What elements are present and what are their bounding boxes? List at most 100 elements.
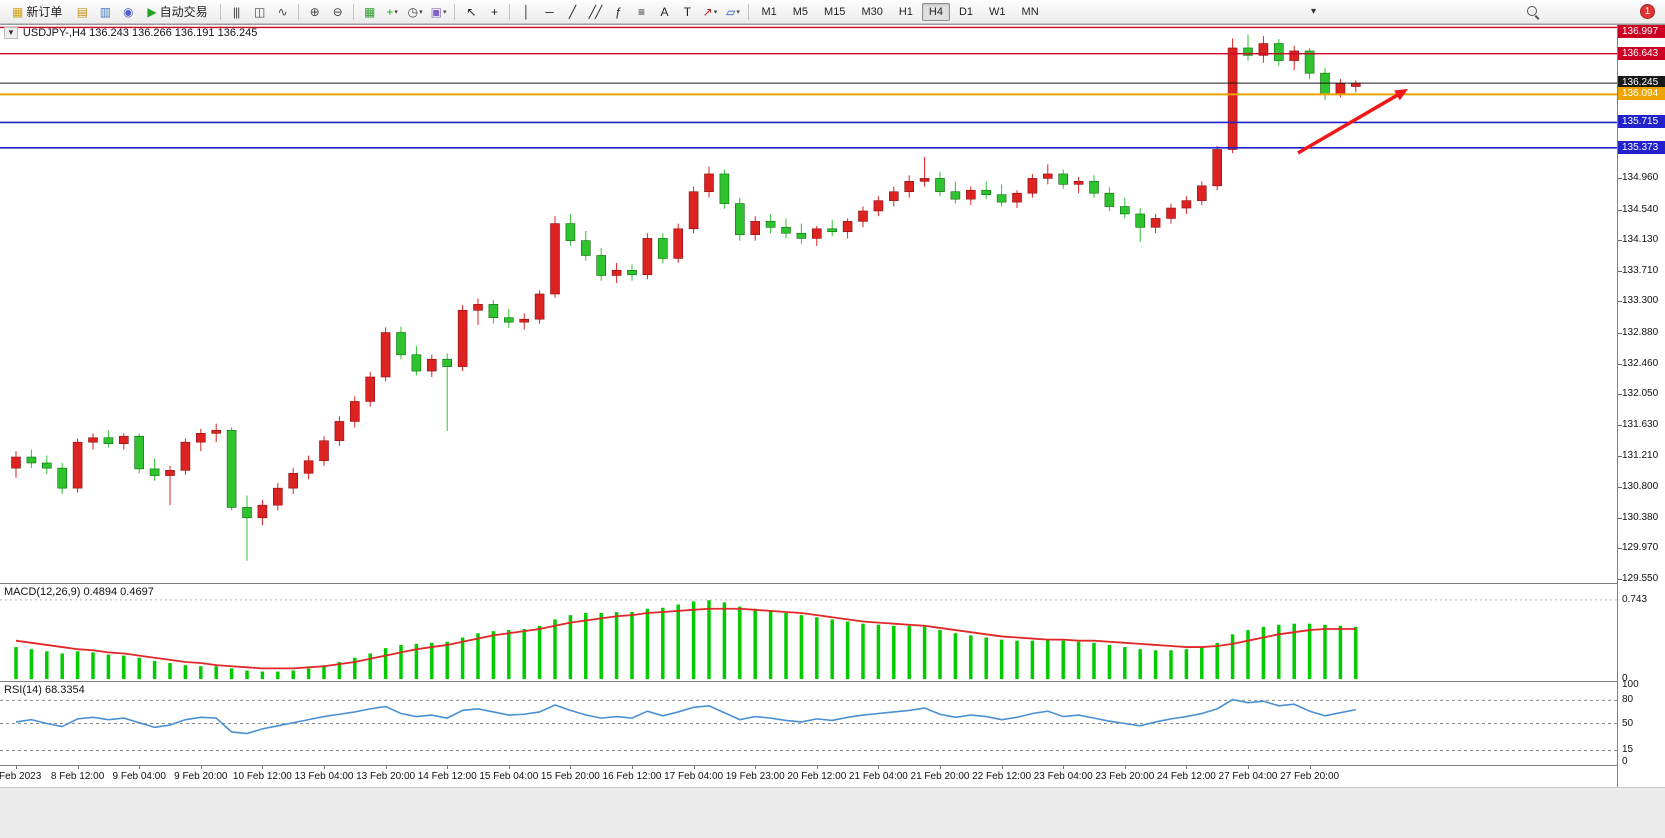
timeframe-h4[interactable]: H4 [921, 2, 950, 21]
toolbar-separator [454, 3, 456, 20]
price-tick: 134.960 [1622, 172, 1659, 184]
new-order-button[interactable]: ▦ 新订单 [5, 2, 69, 22]
tile-windows-icon[interactable]: ▦ [359, 2, 380, 22]
zoom-out-icon[interactable]: ⊖ [327, 2, 348, 22]
trendline-icon[interactable]: ╱ [561, 2, 582, 22]
templates-icon[interactable]: ▣ ▾ [428, 2, 450, 22]
timeframe-m1[interactable]: M1 [754, 3, 783, 21]
trend-arrow[interactable] [1297, 91, 1402, 155]
rsi-level-0: 0 [1622, 756, 1628, 767]
time-label: 10 Feb 12:00 [232, 771, 292, 782]
symbol-collapse-icon[interactable]: ▼ [4, 27, 18, 39]
navigator-icon[interactable]: ◉ [117, 2, 138, 22]
time-label: 9 Feb 20:00 [174, 771, 228, 782]
chart-header: ▼ USDJPY-,H4 136.243 136.266 136.191 136… [4, 27, 257, 39]
time-label: 19 Feb 23:00 [725, 771, 785, 782]
zoom-in-icon[interactable]: ⊕ [304, 2, 325, 22]
toolbar-overflow-icon[interactable]: ▾ [1310, 6, 1316, 17]
time-tick-mark [508, 766, 510, 769]
time-label: 22 Feb 12:00 [972, 771, 1032, 782]
horizontal-line-icon: ─ [545, 4, 553, 19]
timeframe-d1[interactable]: D1 [952, 3, 980, 21]
timeframe-m5[interactable]: M5 [786, 3, 815, 21]
shapes-icon: ▱ [726, 4, 735, 19]
time-label: 9 Feb 04:00 [112, 771, 166, 782]
macd-plot [0, 599, 1617, 679]
time-tick-mark [200, 766, 202, 769]
time-tick-mark [139, 766, 141, 769]
toolbar-separator [509, 3, 511, 20]
data-window-icon[interactable]: ▥ [94, 2, 115, 22]
autotrade-button[interactable]: ▶ 自动交易 [140, 2, 214, 22]
timeframe-h1[interactable]: H1 [892, 3, 920, 21]
periods-icon[interactable]: ◷ ▾ [405, 2, 426, 22]
fibonacci-icon[interactable]: ƒ [607, 2, 628, 22]
candlestick-chart-icon[interactable]: ◫ [249, 2, 270, 22]
time-tick-mark [1124, 766, 1126, 769]
crosshair-icon: + [490, 4, 498, 19]
bar-chart-icon[interactable]: ||| [226, 2, 247, 22]
price-axis[interactable]: 134.960 134.540 134.130 133.710 133.300 132.8… [1617, 25, 1665, 787]
chevron-down-icon: ▾ [394, 8, 398, 16]
toolbar-tools: ▦ 新订单 ▤ ▥ ◉ ▶ 自动交易 ||| ◫ ∿ ⊕ ⊖ ▦ + ▾ ◷ ▾ ▣ ▾ ↖ + │ ─ ╱ ╱╱ ƒ ≡ A T ↗ ▾ ▱… [4, 2, 753, 22]
time-label: 24 Feb 12:00 [1156, 771, 1216, 782]
cursor-icon: ↖ [466, 4, 476, 19]
time-tick-mark [385, 766, 387, 769]
data-window-icon: ▥ [99, 4, 111, 19]
chevron-down-icon: ▾ [442, 8, 447, 16]
rsi-level-100: 100 [1622, 679, 1639, 690]
macd-panel[interactable]: MACD(12,26,9) 0.4894 0.4697 [0, 583, 1617, 681]
time-tick-mark [632, 766, 633, 769]
notification-badge[interactable]: 1 [1640, 4, 1655, 19]
timeframe-m15[interactable]: M15 [817, 3, 852, 21]
time-axis[interactable]: 7 Feb 2023 8 Feb 12:00 9 Feb 04:00 9 Feb 20… [0, 765, 1665, 787]
autotrade-label: 自动交易 [159, 5, 208, 19]
time-tick-mark [570, 766, 572, 769]
new-order-icon: ▦ [12, 4, 23, 19]
cursor-icon[interactable]: ↖ [460, 2, 481, 22]
timeframe-mn[interactable]: MN [1015, 3, 1046, 21]
rsi-line [15, 698, 1356, 735]
price-badge-136.094: 136.094 [1618, 87, 1665, 101]
price-tick-mark [1618, 332, 1622, 334]
indicators-icon[interactable]: + ▾ [382, 2, 403, 22]
fibonacci-icon: ƒ [615, 4, 622, 19]
time-tick-mark [878, 766, 880, 769]
shapes-icon[interactable]: ▱ ▾ [722, 2, 743, 22]
main-chart[interactable]: ▼ USDJPY-,H4 136.243 136.266 136.191 136… [0, 25, 1617, 583]
time-label: 16 Feb 12:00 [602, 771, 662, 782]
timeframe-m30[interactable]: M30 [854, 3, 889, 21]
price-tick: 132.050 [1622, 388, 1659, 400]
rsi-label: RSI(14) 68.3354 [4, 684, 85, 696]
crosshair-icon[interactable]: + [483, 2, 504, 22]
time-label: 27 Feb 04:00 [1218, 771, 1278, 782]
rsi-panel[interactable]: RSI(14) 68.3354 [0, 681, 1617, 765]
time-label: 23 Feb 04:00 [1033, 771, 1093, 782]
price-badge-135.373: 135.373 [1618, 140, 1665, 154]
horizontal-line-icon[interactable]: ─ [538, 2, 559, 22]
andrews-pitchfork-icon[interactable]: ≡ [630, 2, 651, 22]
toolbar-separator [352, 3, 354, 20]
arrows-icon[interactable]: ↗ ▾ [699, 2, 720, 22]
time-tick-mark [77, 766, 79, 769]
search-icon[interactable] [1526, 5, 1540, 19]
timeframe-w1[interactable]: W1 [982, 3, 1013, 21]
price-tick: 133.710 [1622, 265, 1659, 277]
trendline-icon: ╱ [568, 4, 576, 19]
time-label: 13 Feb 20:00 [356, 771, 416, 782]
market-watch-icon[interactable]: ▤ [71, 2, 92, 22]
time-label: 17 Feb 04:00 [664, 771, 724, 782]
time-tick-mark [940, 766, 941, 769]
time-tick-mark [324, 766, 325, 769]
zoom-out-icon: ⊖ [332, 4, 343, 19]
andrews-pitchfork-icon: ≡ [637, 4, 645, 19]
text-label-icon: T [683, 4, 691, 19]
channel-icon[interactable]: ╱╱ [584, 2, 605, 22]
text-icon[interactable]: A [653, 2, 674, 22]
text-label-icon[interactable]: T [676, 2, 697, 22]
vertical-line-icon: │ [522, 4, 530, 19]
price-tick-mark [1618, 579, 1622, 581]
vertical-line-icon[interactable]: │ [515, 2, 536, 22]
price-tick: 131.630 [1622, 419, 1659, 431]
line-chart-icon[interactable]: ∿ [272, 2, 293, 22]
